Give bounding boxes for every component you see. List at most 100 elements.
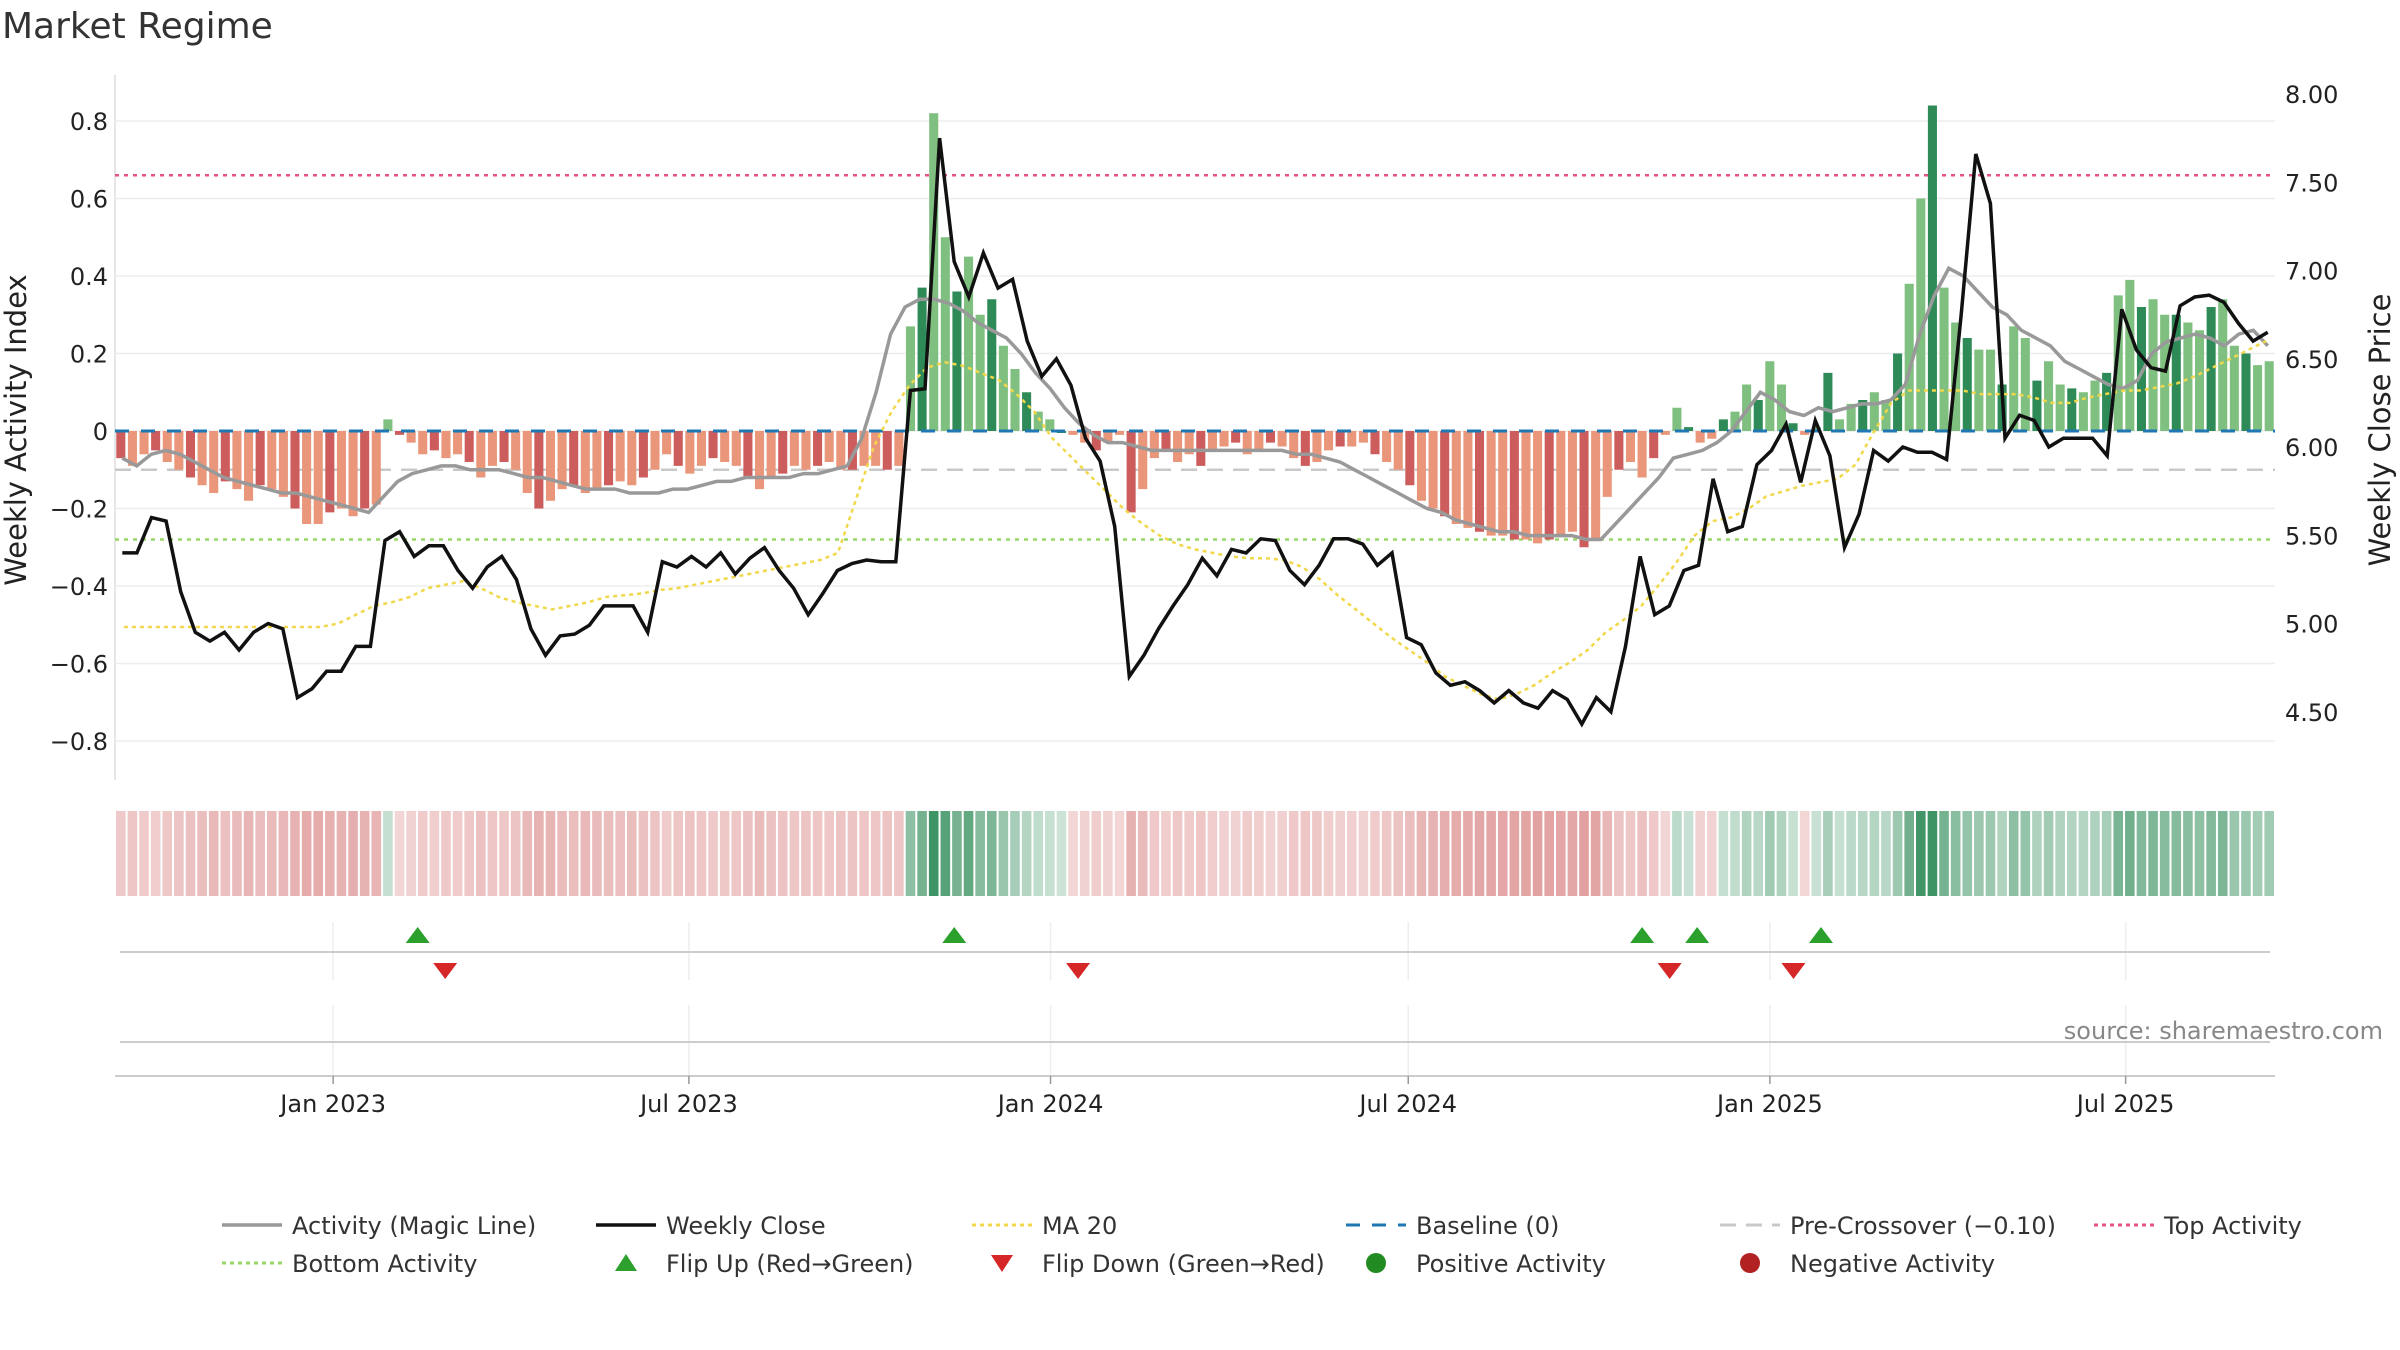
y-left-tick-label: 0.4: [70, 263, 108, 291]
heat-cell: [313, 811, 324, 896]
legend-swatch: [991, 1255, 1013, 1272]
heat-cell: [1219, 811, 1229, 896]
axis-ticks: 0.8 0.6 0.4 0.2 0 −0.2 −0.4 −0.6 −0.8 8.00 7.50 7.0…: [50, 81, 2339, 756]
heat-cell: [685, 811, 695, 896]
activity-bar: [545, 431, 556, 501]
activity-bar: [1695, 431, 1705, 443]
activity-bar: [325, 431, 335, 513]
heat-cell: [963, 811, 974, 896]
activity-bar: [2102, 372, 2112, 431]
heat-cell: [754, 811, 765, 896]
activity-bar: [522, 431, 532, 493]
heat-cell: [1614, 811, 1624, 896]
flip-down-marker: [433, 963, 458, 979]
heat-cell: [2183, 811, 2193, 896]
activity-bar: [696, 431, 706, 466]
heat-cell: [1323, 811, 1334, 896]
heat-cell: [1590, 811, 1601, 896]
activity-bar: [255, 431, 265, 486]
activity-bar: [998, 345, 1008, 431]
activity-bar: [1010, 369, 1020, 431]
heat-cell: [185, 811, 196, 896]
heat-cell: [1103, 811, 1113, 896]
heat-cell: [1033, 811, 1044, 896]
legend-swatch: [1366, 1253, 1386, 1273]
heat-cell: [1126, 811, 1136, 896]
activity-bar: [2206, 307, 2216, 431]
heat-cell: [1823, 811, 1833, 896]
activity-bar: [1521, 431, 1531, 540]
y-left-tick-label: −0.2: [50, 496, 108, 524]
y-left-tick-label: 0.2: [70, 341, 108, 369]
activity-bar: [650, 431, 660, 470]
heat-cell: [1916, 811, 1926, 896]
y-right-tick-label: 4.50: [2285, 699, 2338, 727]
heat-cell: [882, 811, 893, 896]
activity-bar: [151, 431, 161, 451]
activity-bar: [209, 431, 219, 493]
series-lines: [121, 137, 2270, 728]
heat-cell: [1602, 811, 1613, 896]
activity-bar: [1405, 431, 1415, 486]
activity-bar: [1161, 431, 1171, 451]
activity-bar: [1834, 419, 1845, 431]
chart-title: Market Regime: [2, 6, 273, 47]
activity-bar: [1451, 431, 1461, 524]
activity-bars: [115, 105, 2275, 548]
heat-cell: [859, 811, 869, 896]
activity-bar: [1962, 338, 1972, 431]
heat-cell: [1393, 811, 1404, 896]
heat-cell: [545, 811, 556, 896]
heat-cell: [1706, 811, 1717, 896]
activity-bar: [1858, 400, 1868, 431]
heat-cell: [847, 811, 858, 896]
activity-bar: [557, 431, 567, 490]
heat-cell: [603, 811, 614, 896]
heat-cell: [1381, 811, 1392, 896]
magic-line: [121, 265, 2270, 542]
activity-bar: [2020, 338, 2030, 431]
heat-cell: [1172, 811, 1183, 896]
heat-cell: [1242, 811, 1253, 896]
heat-cell: [1114, 811, 1125, 896]
activity-bar: [139, 431, 149, 455]
activity-bar: [2253, 365, 2263, 431]
y-left-tick-label: 0.8: [70, 108, 108, 136]
heat-cell: [464, 811, 474, 896]
heat-cell: [278, 811, 289, 896]
activity-bar: [778, 431, 788, 474]
heat-cell: [2078, 811, 2089, 896]
y-left-tick-label: 0: [93, 418, 108, 446]
activity-bar: [743, 431, 753, 478]
legend-label: Weekly Close: [666, 1212, 826, 1240]
heat-cell: [905, 811, 916, 896]
activity-bar: [1289, 431, 1299, 459]
heat-cell: [998, 811, 1009, 896]
heat-cell: [1045, 811, 1055, 896]
activity-bar: [1498, 431, 1508, 536]
heat-cell: [2090, 811, 2100, 896]
heat-cell: [1254, 811, 1264, 896]
heat-cell: [197, 811, 207, 896]
activity-bar: [871, 431, 881, 466]
activity-bar: [418, 431, 428, 455]
heat-cell: [2159, 811, 2170, 896]
heat-cell: [1300, 811, 1311, 896]
activity-bar: [1254, 431, 1264, 451]
activity-bar: [580, 431, 590, 493]
heat-cell: [1695, 811, 1705, 896]
activity-bar: [2241, 353, 2251, 431]
activity-bar: [1776, 384, 1786, 431]
activity-bar: [847, 431, 857, 470]
legend-item: Bottom Activity: [222, 1250, 477, 1278]
activity-bar: [162, 431, 172, 462]
activity-bar: [569, 431, 579, 486]
activity-bar: [685, 431, 695, 474]
activity-bar: [1579, 431, 1589, 548]
activity-bar: [1916, 198, 1926, 431]
x-tick-label: Jan 2023: [278, 1090, 386, 1118]
flip-down-marker: [1066, 963, 1091, 979]
activity-bar: [371, 431, 381, 505]
activity-bar: [313, 431, 323, 524]
heat-cell: [1544, 811, 1554, 896]
